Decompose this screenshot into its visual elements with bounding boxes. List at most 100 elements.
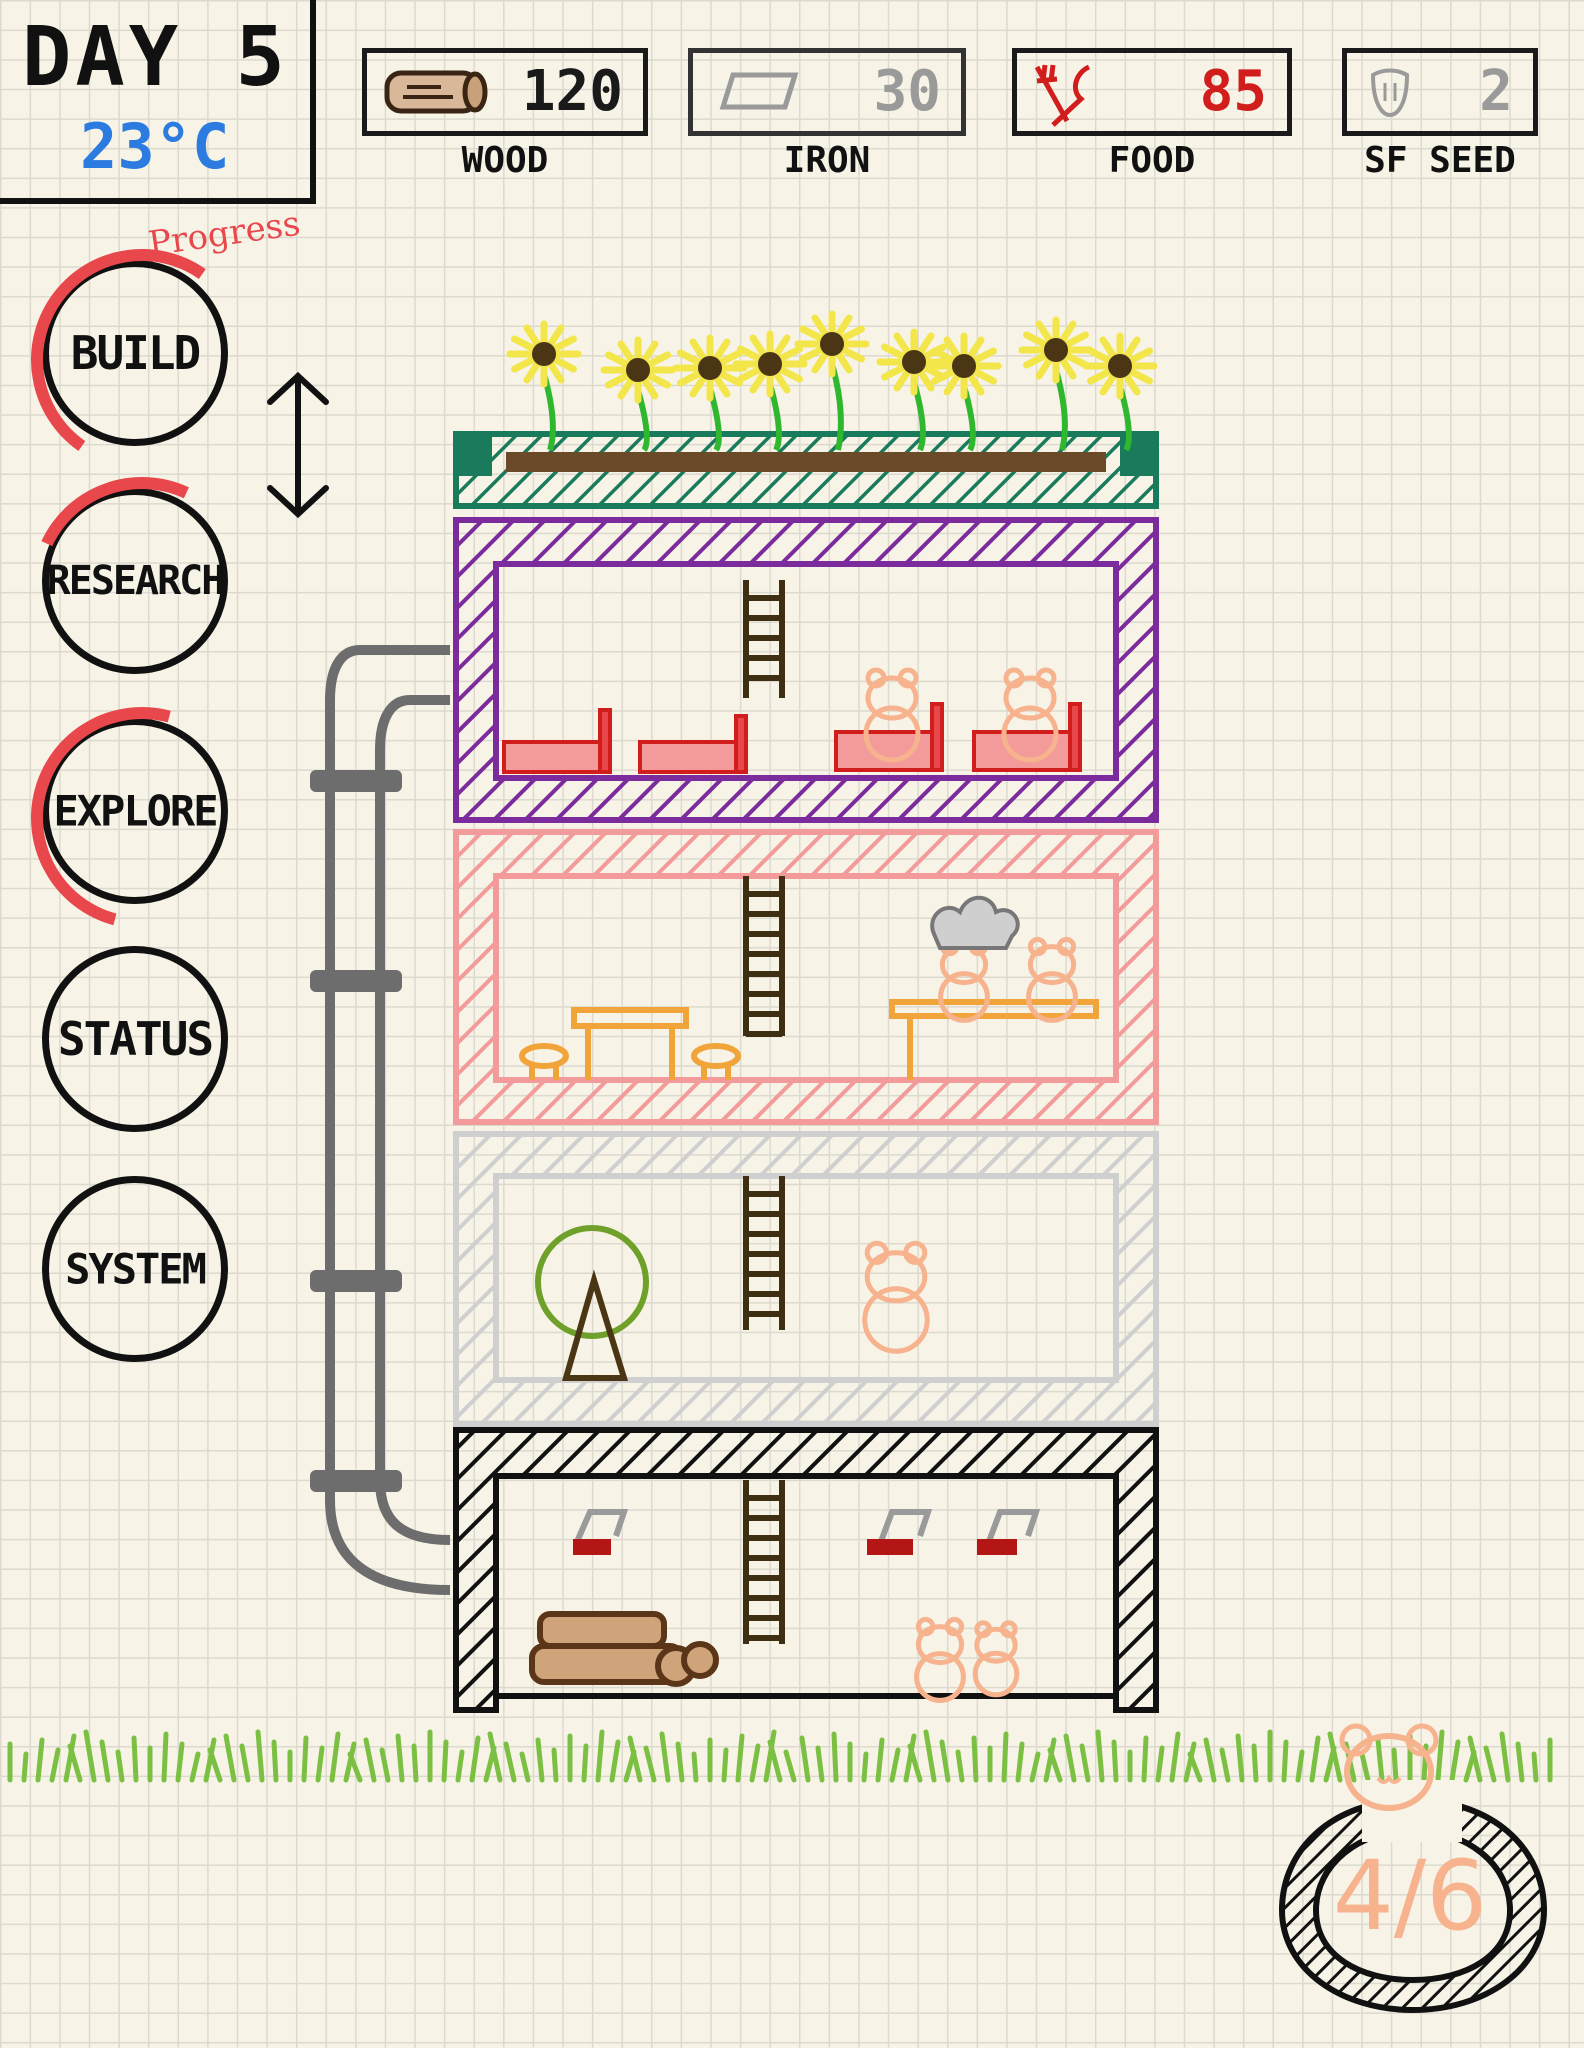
grass-blade — [519, 1751, 531, 1783]
research-button[interactable]: RESEARCH — [0, 445, 285, 731]
sunflower-icon — [600, 336, 676, 452]
grass-blade — [815, 1745, 825, 1783]
grass-blade — [1063, 1733, 1077, 1783]
grass-blade — [441, 1739, 449, 1783]
ladder-icon — [743, 1176, 785, 1330]
grass-blade — [21, 1751, 29, 1783]
resource-iron[interactable]: 30 — [688, 48, 966, 136]
resource-wood[interactable]: 120 — [362, 48, 648, 136]
grass-blade — [609, 1739, 621, 1783]
grass-blade — [767, 1739, 783, 1783]
grass-blade — [1235, 1733, 1245, 1783]
wood-count: 120 — [521, 59, 623, 124]
grass-blade — [659, 1731, 671, 1783]
hamster-character — [972, 1620, 1020, 1698]
grass-blade — [799, 1735, 811, 1783]
grass-blade — [1375, 1737, 1385, 1783]
sf-seed-count: 2 — [1479, 59, 1513, 124]
grass-blade — [1327, 1731, 1343, 1783]
grass-blade — [411, 1743, 419, 1783]
kitchen-floor[interactable] — [453, 829, 1159, 1125]
grass-blade — [1183, 1741, 1197, 1783]
building — [453, 310, 1159, 1713]
explore-label: EXPLORE — [53, 786, 218, 836]
hamster-character — [1001, 667, 1059, 763]
seed-icon — [1370, 68, 1410, 118]
workshop-floor[interactable] — [453, 1427, 1159, 1713]
hamster-character — [863, 667, 921, 763]
grass-blade — [1141, 1735, 1149, 1783]
scroll-arrow-icon[interactable] — [258, 370, 338, 520]
grass-blade — [99, 1739, 111, 1783]
status-button[interactable]: STATUS — [42, 946, 228, 1132]
grass-blade — [1001, 1731, 1009, 1783]
population-ring[interactable] — [1272, 1780, 1554, 2020]
ladder-icon — [743, 1480, 785, 1644]
grass-blade — [861, 1751, 869, 1783]
grass-blade — [1359, 1751, 1371, 1783]
grass-blade — [115, 1749, 125, 1783]
water-pipe — [310, 645, 451, 1595]
grass-blade — [1467, 1735, 1483, 1783]
grass-blade — [347, 1751, 363, 1783]
grass-blade — [255, 1729, 265, 1783]
grass-blade — [203, 1737, 217, 1783]
resource-food[interactable]: 85 — [1012, 48, 1292, 136]
grass-blade — [379, 1747, 391, 1783]
grass-blade — [455, 1749, 465, 1783]
grass-blade — [487, 1731, 503, 1783]
roof-garden-floor[interactable] — [453, 431, 1159, 509]
hamster-character — [862, 1240, 930, 1354]
grass-blade — [1483, 1745, 1497, 1783]
grass-blade — [271, 1739, 279, 1783]
grass-blade — [955, 1749, 965, 1783]
grass-blade — [675, 1741, 685, 1783]
grass-blade — [1531, 1751, 1539, 1783]
research-label: RESEARCH — [46, 558, 226, 604]
grass-blade — [551, 1747, 559, 1783]
explore-button[interactable]: EXPLORE — [0, 666, 294, 970]
system-button[interactable]: SYSTEM — [42, 1176, 228, 1362]
resource-sf-seed[interactable]: 2 — [1342, 48, 1538, 136]
grass-blade — [1079, 1743, 1091, 1783]
grass-blade — [343, 1741, 357, 1783]
workbench-tools — [573, 1509, 1041, 1555]
sunflower-icon — [672, 334, 748, 452]
grass-blade — [627, 1735, 643, 1783]
hamster-character — [938, 936, 990, 1023]
grass-blade — [67, 1743, 83, 1783]
grass-blade — [161, 1731, 169, 1783]
grass-blade — [1047, 1747, 1063, 1783]
sunflowers — [506, 310, 1158, 452]
dining-set — [519, 999, 1099, 1080]
gym-floor[interactable] — [453, 1131, 1159, 1427]
day-counter: DAY 5 — [22, 10, 289, 105]
grass-blade — [131, 1735, 139, 1783]
temperature-readout: 23°C — [80, 110, 230, 183]
grass-blade — [35, 1737, 45, 1783]
grass-blade — [643, 1745, 657, 1783]
food-label: FOOD — [1108, 140, 1196, 181]
grass-blade — [1295, 1749, 1305, 1783]
grass-blade — [1095, 1729, 1105, 1783]
grass-blade — [1029, 1751, 1041, 1783]
bedroom-floor[interactable] — [453, 517, 1159, 823]
chef-hat-icon — [930, 895, 1020, 950]
grass-blade — [315, 1745, 325, 1783]
system-label: SYSTEM — [65, 1244, 207, 1294]
grass-blade — [923, 1729, 937, 1783]
build-button[interactable]: BUILD — [13, 231, 271, 489]
grass-blade — [189, 1751, 201, 1783]
grass-blade — [735, 1733, 745, 1783]
grass-blade — [971, 1735, 979, 1783]
grass-blade — [721, 1747, 729, 1783]
ladders — [743, 580, 785, 1644]
grass-blade — [763, 1729, 777, 1783]
utensils-icon — [1034, 64, 1091, 127]
log-icon — [384, 70, 488, 114]
grass-blade — [1203, 1737, 1217, 1783]
iron-count: 30 — [873, 59, 941, 124]
grass-blade — [239, 1743, 251, 1783]
grass-blade — [939, 1739, 951, 1783]
grass-blade — [783, 1749, 797, 1783]
